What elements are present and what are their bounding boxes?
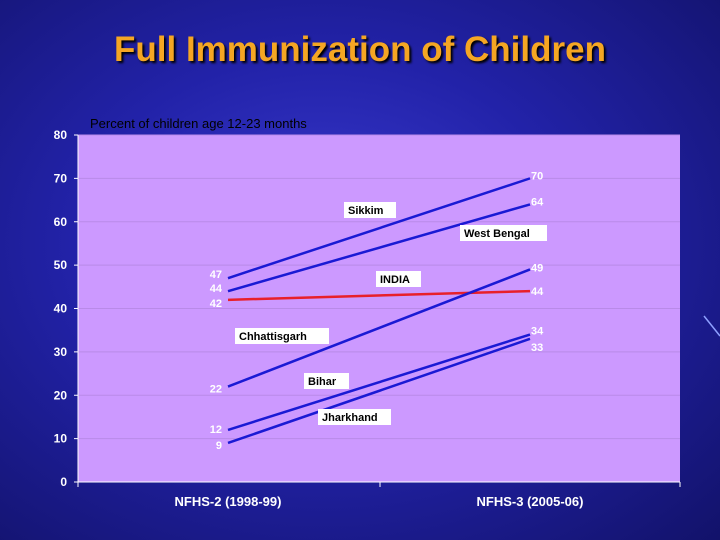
y-tick-label: 70 — [54, 171, 68, 185]
series-label-jharkhand: Jharkhand — [318, 409, 391, 425]
series-label-bihar: Bihar — [304, 373, 349, 389]
x-category-label: NFHS-2 (1998-99) — [175, 494, 282, 509]
y-tick-label: 40 — [54, 302, 68, 316]
series-label-box — [376, 271, 421, 287]
series-label-text: West Bengal — [464, 228, 530, 240]
series-label-box — [318, 409, 391, 425]
x-category-label: NFHS-3 (2005-06) — [477, 494, 584, 509]
data-label: 70 — [531, 170, 543, 182]
data-label: 12 — [210, 424, 222, 436]
series-label-box — [235, 328, 329, 344]
series-label-text: Bihar — [308, 376, 337, 388]
series-label-box — [460, 225, 547, 241]
data-label: 42 — [210, 298, 222, 310]
gridlines — [78, 134, 680, 440]
y-tick-label: 80 — [54, 128, 68, 142]
y-tick-label: 20 — [54, 388, 68, 402]
data-label: 22 — [210, 384, 222, 396]
axes — [74, 134, 681, 487]
y-tick-label: 0 — [60, 475, 67, 489]
y-tick-label: 10 — [54, 432, 68, 446]
data-labels: 47 70 44 64 42 44 22 49 12 34 9 33 — [210, 170, 544, 452]
series-label-west-bengal: West Bengal — [460, 225, 547, 241]
series-label-sikkim: Sikkim — [344, 202, 396, 218]
series-label-text: Sikkim — [348, 205, 384, 217]
series-line-west-bengal — [227, 203, 531, 293]
data-label: 49 — [531, 262, 543, 274]
data-label: 44 — [210, 283, 223, 295]
x-category-labels: NFHS-2 (1998-99) NFHS-3 (2005-06) — [175, 494, 584, 509]
series-label-india: INDIA — [376, 271, 421, 287]
data-label: 64 — [531, 196, 544, 208]
decorative-slash — [703, 315, 720, 337]
y-tick-labels: 0 10 20 30 40 50 60 70 80 — [54, 128, 68, 489]
series-line-chhattisgarh — [227, 268, 531, 388]
y-tick-label: 50 — [54, 258, 68, 272]
data-label: 9 — [216, 440, 222, 452]
series-labels: Sikkim West Bengal INDIA Chhattisgarh Bihar J… — [235, 202, 547, 425]
y-tick-label: 60 — [54, 215, 68, 229]
series-label-text: INDIA — [380, 274, 410, 286]
series-lines — [227, 177, 531, 445]
chart-subtitle: Percent of children age 12-23 months — [90, 116, 307, 131]
series-line-sikkim — [227, 177, 531, 280]
data-label: 44 — [531, 286, 544, 298]
series-line-india — [227, 289, 531, 302]
data-label: 34 — [531, 326, 544, 338]
series-line-jharkhand — [227, 337, 531, 445]
series-line-bihar — [227, 333, 531, 432]
series-label-box — [344, 202, 396, 218]
data-label: 33 — [531, 342, 543, 354]
series-label-text: Chhattisgarh — [239, 331, 307, 343]
series-label-chhattisgarh: Chhattisgarh — [235, 328, 329, 344]
y-tick-label: 30 — [54, 345, 68, 359]
slide-title: Full Immunization of Children — [114, 30, 606, 69]
series-label-text: Jharkhand — [322, 412, 378, 424]
series-label-box — [304, 373, 349, 389]
data-label: 47 — [210, 269, 222, 281]
